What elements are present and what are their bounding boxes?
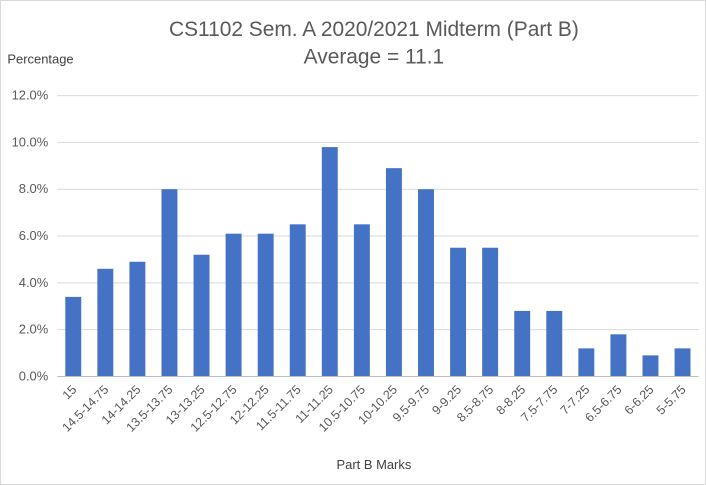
bar xyxy=(225,233,242,377)
bar xyxy=(257,233,274,377)
bar xyxy=(610,334,627,377)
bar xyxy=(289,224,306,377)
bar xyxy=(161,189,178,377)
y-tick-label: 4.0% xyxy=(19,275,49,290)
y-axis-label: Percentage xyxy=(7,52,73,67)
x-tick-label: 15 xyxy=(60,383,80,403)
bar xyxy=(546,310,563,377)
y-tick-label: 10.0% xyxy=(12,134,49,149)
y-tick-label: 8.0% xyxy=(19,181,49,196)
bar xyxy=(321,147,338,377)
y-tick-label: 0.0% xyxy=(19,368,49,383)
bars xyxy=(65,147,691,377)
bar xyxy=(514,310,531,377)
y-tick-label: 6.0% xyxy=(19,228,49,243)
bar xyxy=(385,168,402,377)
chart-title: CS1102 Sem. A 2020/2021 Midterm (Part B) xyxy=(169,18,579,41)
bar xyxy=(97,268,114,377)
gridlines xyxy=(57,95,699,331)
y-tick-label: 12.0% xyxy=(12,88,49,103)
bar xyxy=(129,261,146,377)
bar xyxy=(450,247,467,377)
bar xyxy=(193,254,210,377)
bar xyxy=(65,296,82,377)
x-axis-label: Part B Marks xyxy=(337,457,412,472)
bar xyxy=(353,224,370,377)
bar xyxy=(482,247,499,377)
bar xyxy=(418,189,434,377)
chart-subtitle: Average = 11.1 xyxy=(304,46,444,69)
bar xyxy=(642,355,659,377)
x-tick-label: 6-6.25 xyxy=(622,383,657,418)
bar xyxy=(578,348,595,377)
y-tick-label: 2.0% xyxy=(19,322,49,337)
x-tick-label: 5-5.75 xyxy=(654,383,689,418)
y-tick-labels: 0.0% 2.0% 4.0% 6.0% 8.0% 10.0% 12.0% xyxy=(12,88,49,384)
x-tick-labels: 1514.5-14.7514-14.2513.5-13.7513-13.2512… xyxy=(59,383,688,435)
bar xyxy=(674,348,691,377)
